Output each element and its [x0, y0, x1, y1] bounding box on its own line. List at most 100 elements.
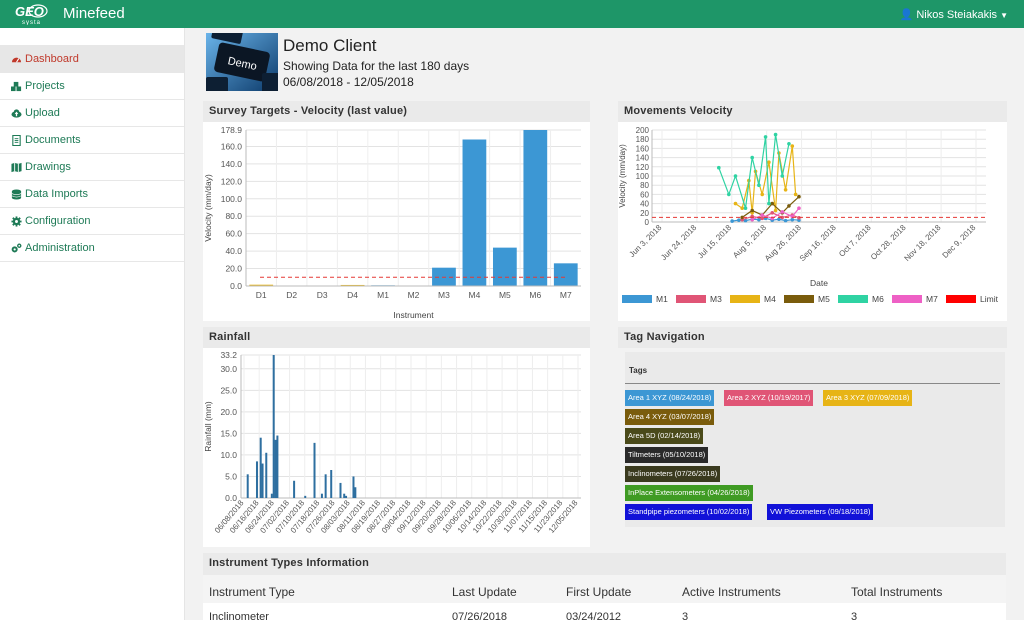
table-cell: Inclinometer [209, 611, 269, 623]
x-tick-label: M7 [560, 290, 572, 300]
y-tick-label: 40.0 [225, 246, 242, 256]
tag-area-4[interactable]: Area 4 XYZ (03/07/2018) [625, 409, 715, 425]
gear-icon [11, 215, 22, 227]
series-M4-point [760, 192, 765, 197]
column-header: Last Update [452, 585, 517, 599]
y-tick-label: 160.0 [221, 141, 243, 151]
y-tick-label: 100 [636, 172, 650, 181]
series-M1-point [737, 218, 741, 222]
tag-navigation-panel: Tag Navigation [618, 327, 1007, 349]
rain-bar [345, 495, 348, 498]
y-tick-label: 80 [640, 181, 649, 190]
table-cell: 3 [851, 611, 858, 623]
tag-area-3[interactable]: Area 3 XYZ (07/09/2018) [823, 390, 913, 406]
x-tick-label: M5 [499, 290, 511, 300]
tag-area-5d[interactable]: Area 5D (02/14/2018) [625, 428, 704, 444]
series-M6-point [787, 142, 791, 146]
bar-M4 [462, 139, 487, 286]
tag-tiltmeters[interactable]: Tiltmeters (05/10/2018) [625, 447, 709, 463]
x-tick-label: D3 [317, 290, 328, 300]
user-menu[interactable]: 👤 Nikos Steiakakis ▼ [900, 8, 1008, 21]
tag-inplace-extensometers[interactable]: InPlace Extensometers (04/26/2018) [625, 485, 753, 501]
legend-swatch-M7 [892, 295, 922, 303]
x-tick-label: M3 [438, 290, 450, 300]
sidebar-item-drawings[interactable]: Drawings [0, 154, 184, 181]
series-M3-point [780, 215, 785, 220]
bar-D1 [249, 284, 274, 286]
sidebar-item-configuration[interactable]: Configuration [0, 208, 184, 235]
series-M3-point [770, 211, 775, 215]
y-tick-label: 120.0 [221, 176, 243, 186]
y-tick-label: 178.9 [221, 125, 243, 135]
tag-inclinometers[interactable]: Inclinometers (07/26/2018) [625, 466, 721, 482]
tag-area-1[interactable]: Area 1 XYZ (08/24/2018) [625, 390, 715, 406]
panel-title: Movements Velocity [618, 101, 1007, 122]
series-M7-point [760, 213, 765, 217]
rain-bar [339, 482, 342, 498]
legend-label-M6: M6 [872, 294, 884, 304]
series-M1-point [757, 217, 761, 222]
series-M4-point [733, 201, 738, 206]
sidebar-item-data-imports[interactable]: Data Imports [0, 181, 184, 208]
file-text-icon [12, 134, 21, 146]
series-M6-point [717, 165, 721, 170]
sidebar-item-label: Projects [25, 80, 65, 92]
cubes-icon [11, 81, 22, 91]
geosysta-logo[interactable]: GEO systa [14, 3, 58, 25]
series-M5-point [740, 215, 744, 220]
sidebar-item-administration[interactable]: Administration [0, 235, 184, 262]
rain-bar [313, 442, 316, 498]
series-M4-line [735, 146, 797, 213]
rain-bar [261, 463, 264, 498]
x-tick-label: Jul 15, 2018 [696, 223, 734, 261]
user-icon: 👤 [899, 9, 914, 21]
client-title: Demo Client [283, 36, 377, 55]
table-cell: 3 [682, 611, 689, 623]
y-tick-label: 15.0 [220, 428, 237, 438]
series-M3-point [760, 216, 765, 221]
client-date-range: 06/08/2018 - 12/05/2018 [283, 75, 414, 89]
survey-velocity-chart: 0.0 20.0 40.0 60.0 80.0 100.0 120.0 140.0 160.0 1… [203, 125, 581, 320]
panel-title: Rainfall [203, 327, 590, 348]
tag-box: Tags Area 1 XYZ (08/24/2018) Area 2 XYZ … [625, 352, 1005, 527]
x-tick-label: Sep 16, 2018 [798, 223, 838, 263]
sidebar: Dashboard Projects Upload Documents Draw… [0, 28, 185, 620]
sidebar-item-label: Administration [25, 242, 95, 254]
sidebar-item-projects[interactable]: Projects [0, 73, 184, 100]
x-tick-label: D4 [347, 290, 358, 300]
legend-label-M4: M4 [764, 294, 776, 304]
series-M6-point [773, 132, 778, 137]
series-M5-point [797, 194, 801, 199]
sidebar-item-dashboard[interactable]: Dashboard [0, 46, 184, 73]
series-M1-point [730, 219, 734, 223]
x-tick-label: M6 [529, 290, 541, 300]
client-image: Demo [206, 33, 278, 91]
y-tick-label: 0.0 [225, 493, 237, 503]
x-tick-label: Nov 18, 2018 [903, 223, 943, 263]
y-tick-label: 20.0 [225, 264, 242, 274]
x-tick-label: Jun 24, 2018 [659, 223, 698, 262]
rain-bar [259, 437, 262, 498]
legend-label-M1: M1 [656, 294, 668, 304]
legend-swatch-Limit [946, 295, 976, 303]
legend-swatch-M6 [838, 295, 868, 303]
tag-standpipe-piezometers[interactable]: Standpipe piezometers (10/02/2018) [625, 504, 753, 520]
series-M4-point [790, 144, 795, 148]
series-M7-point [780, 210, 785, 214]
map-icon [11, 162, 22, 172]
column-header: Instrument Type [209, 585, 295, 599]
tag-area-2[interactable]: Area 2 XYZ (10/19/2017) [724, 390, 814, 406]
app-name[interactable]: Minefeed [63, 5, 125, 22]
tag-vw-piezometers[interactable]: VW Piezometers (09/18/2018) [767, 504, 874, 520]
sidebar-item-upload[interactable]: Upload [0, 100, 184, 127]
legend-swatch-M3 [676, 295, 706, 303]
panel-title: Survey Targets - Velocity (last value) [203, 101, 590, 122]
series-M4-point [783, 188, 788, 192]
caret-down-icon: ▼ [1000, 11, 1008, 20]
sidebar-item-documents[interactable]: Documents [0, 127, 184, 154]
y-tick-label: 30.0 [220, 364, 237, 374]
rain-bar [352, 476, 355, 498]
x-tick-label: Dec 9, 2018 [941, 223, 978, 260]
legend-label-M5: M5 [818, 294, 830, 304]
